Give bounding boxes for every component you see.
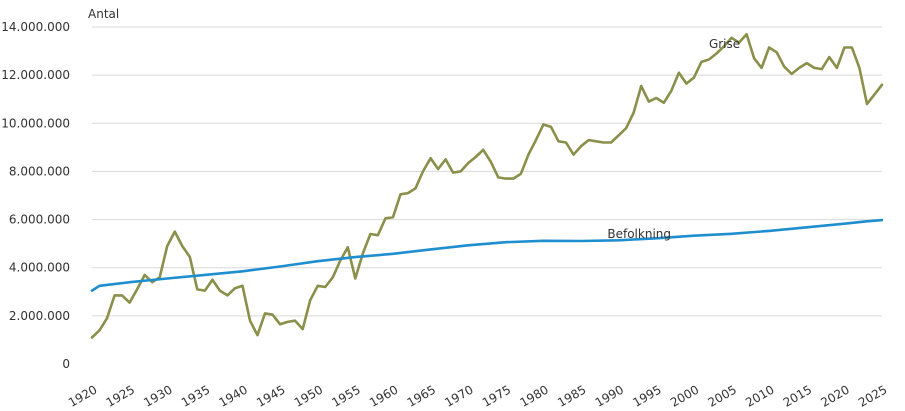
x-axis-tick-labels: 1920 1925 1930 1935 1940 1945 1950 1955 1960 1965… (66, 382, 889, 409)
x-tick-label: 1970 (442, 382, 475, 409)
x-tick-label: 1950 (292, 382, 325, 409)
y-tick-label: 2.000.000 (9, 309, 70, 323)
y-tick-label: 0 (62, 357, 70, 371)
gridlines (92, 26, 882, 317)
x-tick-label: 1955 (329, 382, 362, 409)
x-tick-label: 1935 (179, 382, 212, 409)
x-tick-label: 1930 (141, 382, 174, 409)
x-tick-label: 2020 (818, 382, 851, 409)
y-axis-title: Antal (88, 7, 119, 21)
x-tick-label: 2010 (743, 382, 776, 409)
x-tick-label: 2015 (781, 382, 814, 409)
x-tick-label: 1990 (593, 382, 626, 409)
x-tick-label: 1995 (630, 382, 663, 409)
x-tick-label: 2025 (856, 382, 889, 409)
x-tick-label: 1920 (66, 382, 99, 409)
series-line-grise (90, 32, 884, 339)
y-tick-label: 6.000.000 (9, 213, 70, 227)
x-tick-label: 2000 (668, 382, 701, 409)
x-tick-label: 1975 (480, 382, 513, 409)
series-labels: Grise Befolkning (607, 37, 740, 241)
series-line-befolkning (90, 218, 884, 292)
series-label: Grise (709, 37, 740, 51)
x-tick-label: 1980 (517, 382, 550, 409)
y-tick-label: 10.000.000 (1, 116, 70, 130)
x-tick-label: 1945 (254, 382, 287, 409)
y-axis-tick-labels: 0 2.000.000 4.000.000 6.000.000 8.000.000 10.… (1, 20, 70, 371)
x-tick-label: 1965 (405, 382, 438, 409)
x-tick-label: 1940 (217, 382, 250, 409)
x-tick-label: 2005 (706, 382, 739, 409)
y-tick-label: 8.000.000 (9, 164, 70, 178)
y-tick-label: 14.000.000 (1, 20, 70, 34)
x-tick-label: 1985 (555, 382, 588, 409)
y-tick-label: 12.000.000 (1, 68, 70, 82)
x-tick-label: 1925 (104, 382, 137, 409)
series-lines (90, 32, 884, 339)
x-tick-label: 1960 (367, 382, 400, 409)
series-label: Befolkning (607, 227, 671, 241)
y-tick-label: 4.000.000 (9, 261, 70, 275)
